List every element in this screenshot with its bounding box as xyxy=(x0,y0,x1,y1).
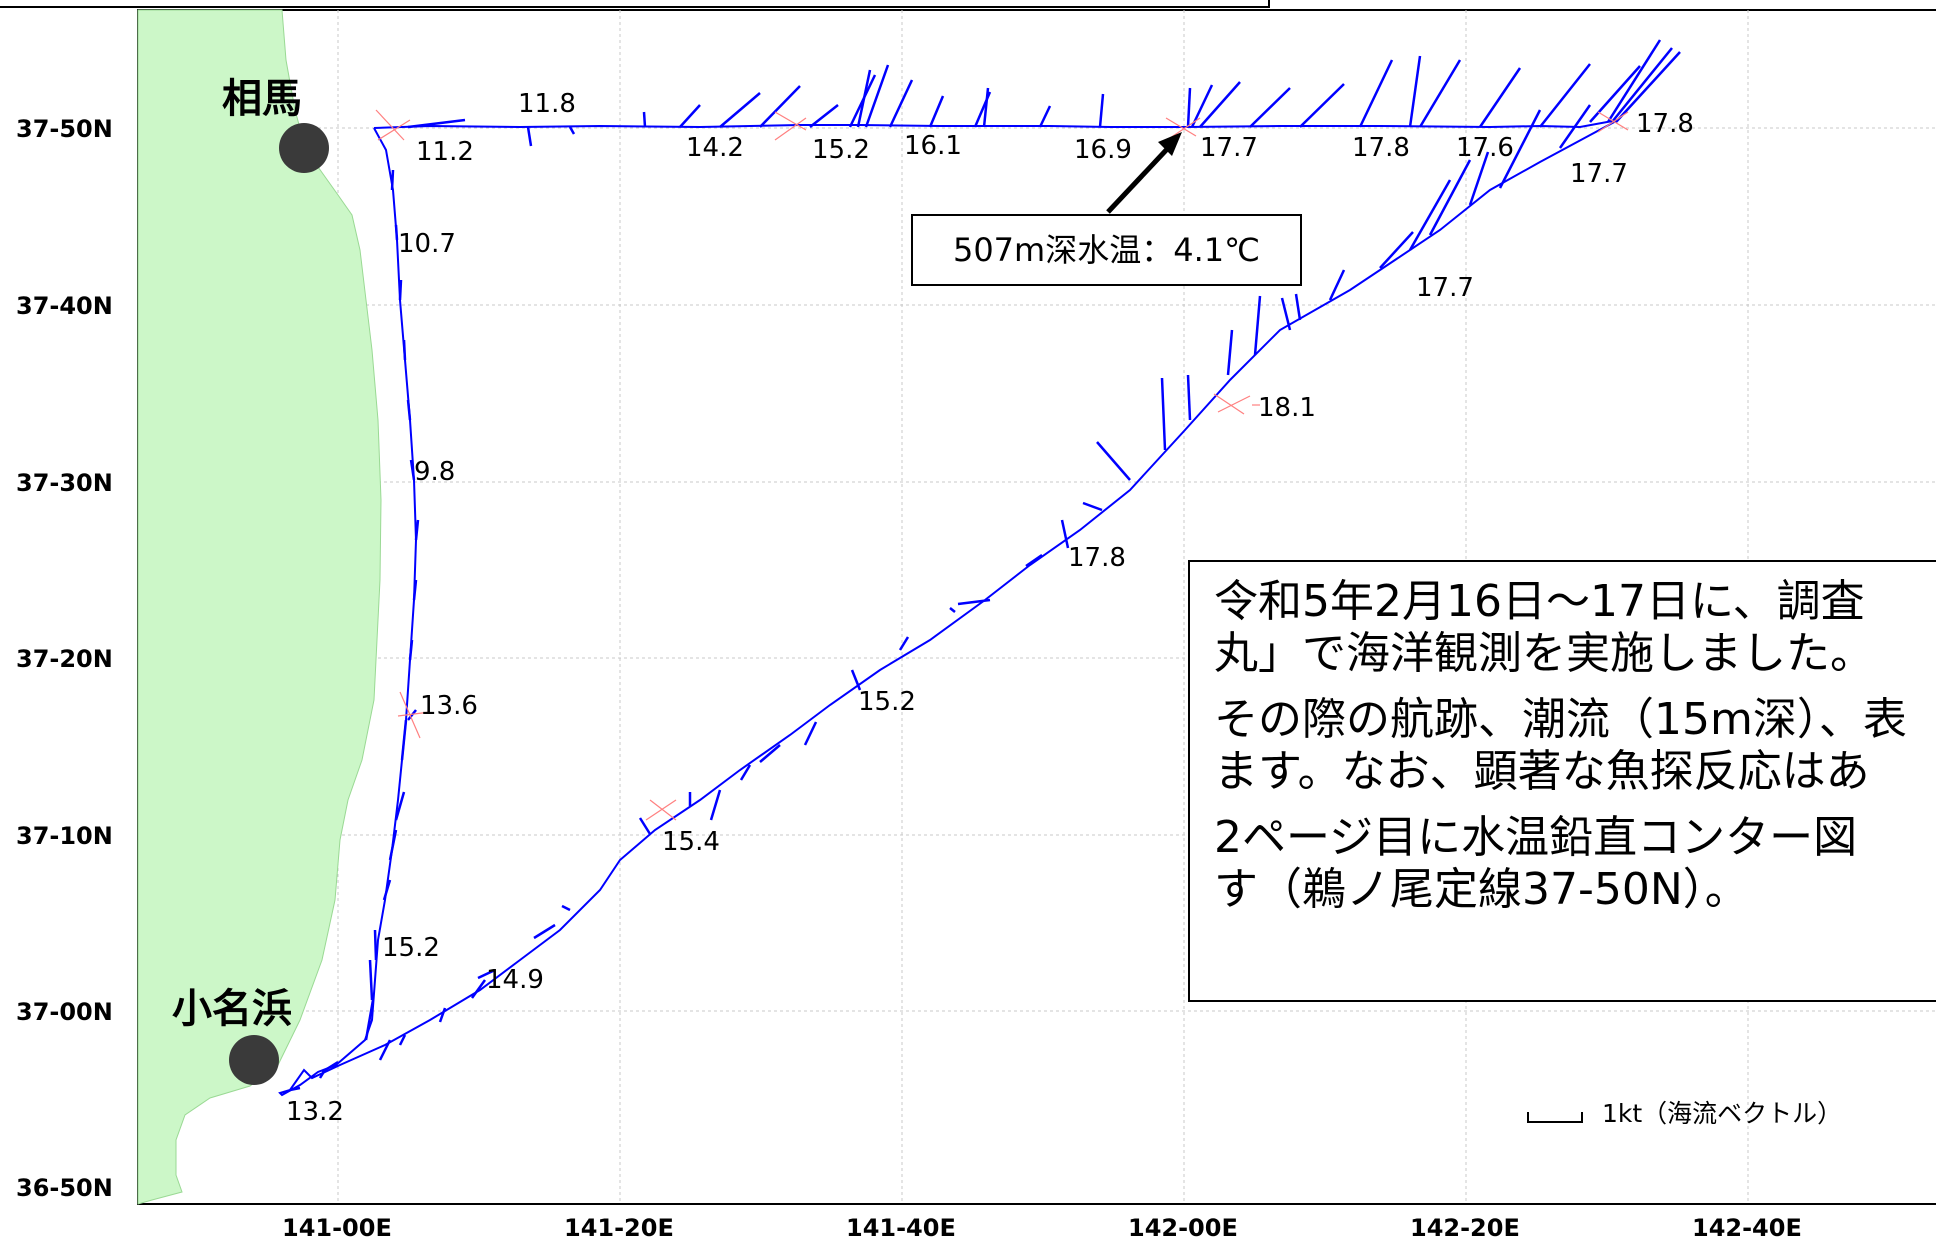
temperature-label: 17.8 xyxy=(1352,133,1410,163)
station-markers xyxy=(375,109,1629,821)
x-tick-label: 142-20E xyxy=(1410,1214,1520,1242)
info-paragraph-1: 令和5年2月16日～17日に、調査 丸」で海洋観測を実施しました。 xyxy=(1214,576,1936,680)
info-paragraph-3: 2ページ目に水温鉛直コンター図 す（鵜ノ尾定線37-50N）。 xyxy=(1214,812,1936,916)
onahama-marker xyxy=(229,1035,279,1085)
info-textbox: 令和5年2月16日～17日に、調査 丸」で海洋観測を実施しました。 その際の航跡… xyxy=(1188,560,1936,1002)
info-line: ます。なお、顕著な魚探反応はあ xyxy=(1214,746,1870,797)
y-tick-label: 37-10N xyxy=(16,822,113,850)
temperature-label: 10.7 xyxy=(398,229,456,259)
temperature-label: 14.9 xyxy=(486,965,544,995)
y-tick-label: 37-00N xyxy=(16,998,113,1026)
current-vectors xyxy=(289,39,1681,1092)
legend-scale-bar xyxy=(1527,1112,1583,1123)
info-line: 令和5年2月16日～17日に、調査 xyxy=(1214,576,1865,627)
temperature-label: 9.8 xyxy=(414,457,455,487)
temperature-label: 13.2 xyxy=(286,1097,344,1127)
info-line: 2ページ目に水温鉛直コンター図 xyxy=(1214,812,1858,863)
temperature-label: 15.2 xyxy=(382,933,440,963)
temperature-label: 16.1 xyxy=(904,131,962,161)
temperature-label: 14.2 xyxy=(686,133,744,163)
info-line: す（鵜ノ尾定線37-50N）。 xyxy=(1214,864,1749,915)
temperature-label: 15.2 xyxy=(812,135,870,165)
temperature-label: 17.8 xyxy=(1636,109,1694,139)
temperature-label: 17.6 xyxy=(1456,133,1514,163)
temperature-labels: 11.8 11.2 14.2 15.2 16.1 16.9 17.7 17.8 … xyxy=(286,89,1694,1127)
y-tick-label: 37-30N xyxy=(16,469,113,497)
y-tick-label: 36-50N xyxy=(16,1174,113,1202)
port-label-soma: 相馬 xyxy=(222,76,302,122)
x-tick-label: 142-00E xyxy=(1128,1214,1238,1242)
temperature-label: 11.2 xyxy=(416,137,474,167)
x-tick-label: 142-40E xyxy=(1692,1214,1802,1242)
temperature-label: 11.8 xyxy=(518,89,576,119)
y-axis: 37-50N 37-40N 37-30N 37-20N 37-10N 37-00… xyxy=(16,115,113,1202)
temperature-label: 18.1 xyxy=(1258,393,1316,423)
temperature-label: 15.2 xyxy=(858,687,916,717)
info-line: その際の航跡、潮流（15m深）、表 xyxy=(1214,694,1907,745)
x-tick-label: 141-00E xyxy=(282,1214,392,1242)
y-tick-label: 37-50N xyxy=(16,115,113,143)
land-area xyxy=(137,9,382,1205)
temperature-label: 17.7 xyxy=(1416,273,1474,303)
info-line: 丸」で海洋観測を実施しました。 xyxy=(1214,628,1874,679)
callout-arrow xyxy=(1106,132,1182,214)
x-tick-label: 141-20E xyxy=(564,1214,674,1242)
deep-temperature-callout: 507m深水温：4.1℃ xyxy=(911,214,1302,286)
port-label-onahama: 小名浜 xyxy=(172,986,292,1032)
temperature-label: 13.6 xyxy=(420,691,478,721)
x-tick-label: 141-40E xyxy=(846,1214,956,1242)
soma-marker xyxy=(279,123,329,173)
temperature-label: 15.4 xyxy=(662,827,720,857)
header-frame xyxy=(0,0,1270,8)
x-axis: 141-00E 141-20E 141-40E 142-00E 142-20E … xyxy=(282,1214,1802,1242)
y-tick-label: 37-20N xyxy=(16,645,113,673)
temperature-label: 17.8 xyxy=(1068,543,1126,573)
temperature-label: 16.9 xyxy=(1074,135,1132,165)
y-tick-label: 37-40N xyxy=(16,292,113,320)
temperature-label: 17.7 xyxy=(1200,133,1258,163)
legend-label: 1kt（海流ベクトル） xyxy=(1602,1099,1843,1128)
temperature-label: 17.7 xyxy=(1570,159,1628,189)
info-paragraph-2: その際の航跡、潮流（15m深）、表 ます。なお、顕著な魚探反応はあ xyxy=(1214,694,1936,798)
